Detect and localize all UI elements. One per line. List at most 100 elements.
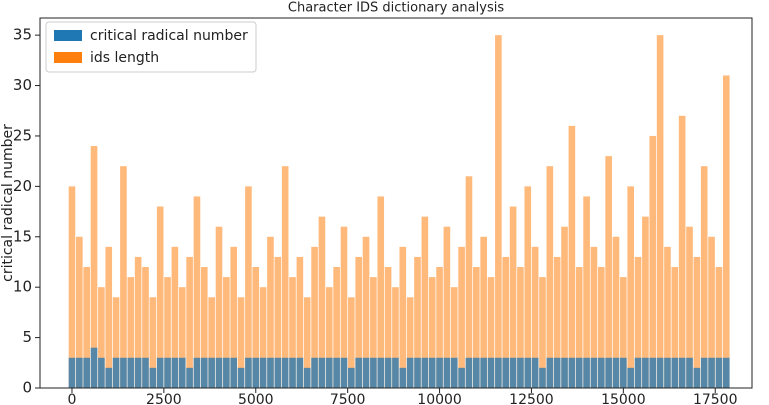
bar	[134, 256, 142, 388]
bar	[193, 196, 201, 388]
x-tick-label: 5000	[238, 392, 274, 405]
bar	[112, 297, 120, 388]
bar	[259, 357, 267, 388]
bar	[590, 246, 598, 388]
bar	[642, 357, 649, 388]
bar	[318, 357, 326, 388]
bar	[428, 277, 436, 388]
bar	[612, 236, 620, 388]
bar	[450, 357, 458, 388]
bar	[281, 166, 289, 388]
bar	[76, 357, 83, 388]
y-tick-label: 35	[13, 26, 32, 44]
bar	[700, 166, 708, 388]
bar	[274, 357, 282, 388]
bar	[546, 357, 554, 388]
bar	[105, 246, 113, 388]
bar	[355, 357, 362, 388]
bar	[156, 206, 164, 388]
bar	[142, 357, 149, 388]
bar	[303, 297, 311, 388]
y-tick-label: 5	[22, 328, 32, 346]
bar	[575, 357, 583, 388]
bar	[671, 357, 679, 388]
legend-swatch	[54, 30, 82, 41]
y-axis-label: critical radical number	[0, 124, 16, 282]
bar	[612, 357, 620, 388]
bar	[627, 367, 635, 388]
bar	[421, 216, 429, 388]
bar	[377, 357, 385, 388]
bar	[223, 277, 230, 388]
bar	[664, 246, 671, 388]
bar	[487, 277, 495, 388]
bar	[171, 357, 179, 388]
bar	[539, 277, 546, 388]
bar	[83, 267, 90, 388]
bar	[362, 236, 370, 388]
bar	[384, 267, 392, 388]
bar	[105, 367, 113, 388]
legend: critical radical number ids length	[45, 21, 257, 73]
y-tick-label: 10	[13, 278, 32, 296]
bar	[252, 267, 260, 388]
bar	[642, 216, 649, 388]
bar	[171, 246, 179, 388]
x-tick-label: 12500	[509, 392, 554, 405]
x-tick-label: 7500	[330, 392, 366, 405]
bar	[348, 367, 355, 388]
bar	[502, 357, 510, 388]
x-tick-label: 17500	[693, 392, 738, 405]
bar	[392, 287, 399, 388]
bar	[267, 236, 274, 388]
bar	[568, 125, 576, 388]
bar	[656, 357, 664, 388]
bar	[164, 277, 171, 388]
y-tick-label: 15	[13, 227, 32, 245]
bar	[634, 256, 642, 388]
bar	[127, 277, 135, 388]
bar	[414, 357, 421, 388]
y-tick-label: 25	[13, 126, 32, 144]
bar	[134, 357, 142, 388]
bar	[377, 196, 385, 388]
bar	[575, 267, 583, 388]
bar	[414, 256, 421, 388]
bar	[649, 135, 657, 388]
y-tick-label: 0	[22, 379, 32, 397]
bar	[303, 367, 311, 388]
bar	[495, 357, 502, 388]
bar	[583, 196, 590, 388]
bar	[597, 357, 605, 388]
bar	[355, 256, 362, 388]
bar	[656, 35, 664, 388]
bar	[620, 277, 627, 388]
bar	[421, 357, 429, 388]
bar	[487, 357, 495, 388]
bar	[230, 246, 238, 388]
bar	[325, 357, 333, 388]
bar	[98, 357, 105, 388]
bar	[245, 357, 252, 388]
bar	[590, 357, 598, 388]
axes: 0 5 10 15 20 25 30 35 0 2500 5000 7500 10000 12500 150…	[13, 17, 753, 405]
bar	[311, 246, 318, 388]
bar	[568, 357, 576, 388]
bar	[259, 287, 267, 388]
bar	[450, 287, 458, 388]
bar	[90, 347, 98, 388]
bar	[458, 246, 465, 388]
bar	[200, 357, 208, 388]
bar	[693, 367, 701, 388]
bar	[186, 367, 193, 388]
bar	[340, 226, 348, 388]
bar	[605, 156, 612, 388]
bar	[237, 367, 245, 388]
plot-frame	[39, 17, 753, 389]
bar	[267, 357, 274, 388]
bar	[384, 357, 392, 388]
legend-label: ids length	[90, 50, 159, 66]
bar	[245, 186, 252, 388]
bar	[531, 357, 539, 388]
